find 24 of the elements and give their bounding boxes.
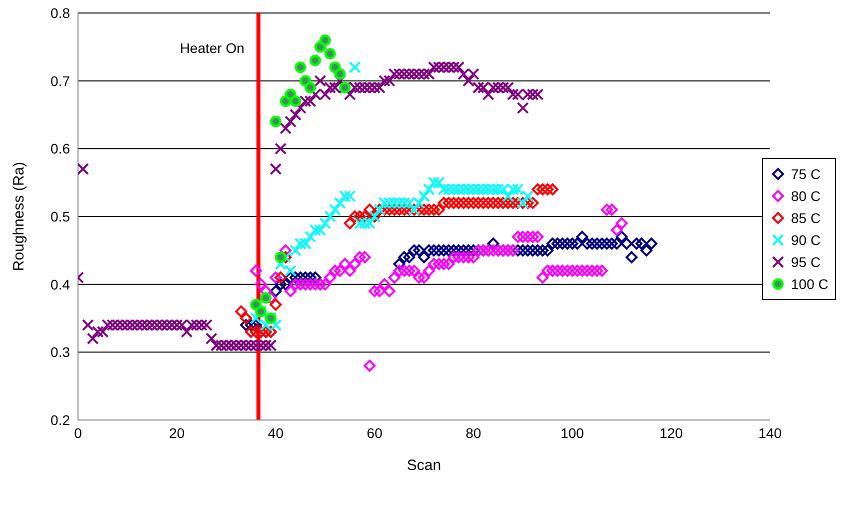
y-tick-label: 0.4 [50, 276, 70, 292]
y-tick-label: 0.6 [50, 140, 70, 157]
legend-label: 100 C [791, 276, 828, 292]
ref-line-label: Heater On [180, 40, 244, 56]
x-tick-label: 140 [758, 424, 782, 441]
x-tick-label: 40 [268, 424, 284, 441]
x-tick-label: 0 [74, 424, 82, 441]
legend-label: 85 C [791, 210, 821, 226]
y-axis-title: Roughness (Ra) [10, 162, 28, 272]
x-tick-label: 80 [466, 424, 482, 441]
x-tick-label: 100 [560, 424, 584, 441]
legend-label: 75 C [791, 166, 821, 182]
x-tick-label: 60 [366, 424, 383, 441]
legend-label: 80 C [791, 188, 821, 204]
y-tick-label: 0.8 [50, 4, 70, 21]
legend-label: 95 C [791, 254, 821, 270]
x-tick-label: 120 [659, 424, 684, 441]
legend-label: 90 C [791, 232, 821, 248]
y-tick-label: 0.7 [50, 72, 70, 89]
x-tick-label: 20 [169, 424, 185, 441]
y-tick-label: 0.5 [50, 208, 70, 224]
x-axis-title: Scan [406, 457, 442, 474]
y-tick-label: 0.3 [50, 344, 70, 360]
y-tick-label: 0.2 [50, 412, 70, 428]
